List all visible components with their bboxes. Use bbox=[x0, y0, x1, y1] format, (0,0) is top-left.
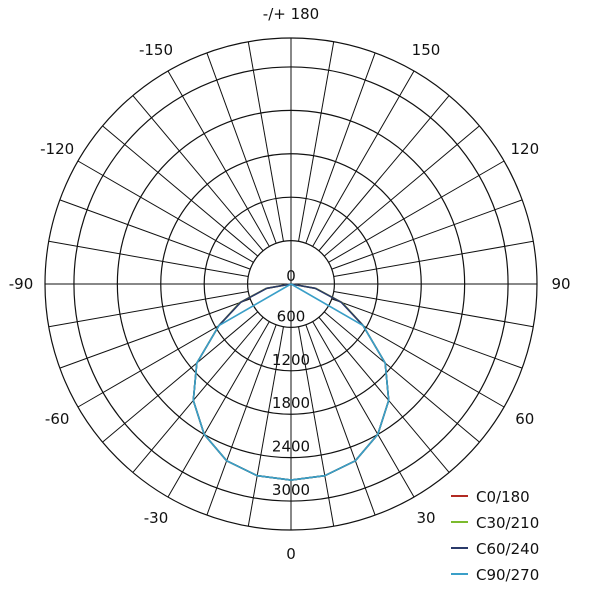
radial-tick-label: 0 bbox=[286, 267, 296, 285]
grid-spoke bbox=[167, 70, 270, 247]
angle-tick-label: -30 bbox=[144, 509, 169, 527]
grid-spoke bbox=[318, 316, 450, 473]
grid-spoke bbox=[305, 52, 376, 244]
grid-ring bbox=[73, 66, 509, 502]
grid-spoke bbox=[206, 52, 277, 244]
grid-spoke bbox=[312, 321, 415, 498]
radial-tick-label: 1200 bbox=[272, 351, 310, 369]
grid-spoke bbox=[167, 321, 270, 498]
grid-spoke bbox=[298, 326, 335, 527]
angle-tick-label: 0 bbox=[286, 545, 296, 563]
grid-spoke bbox=[331, 298, 523, 369]
grid-spoke bbox=[48, 291, 249, 328]
angle-tick-label: 120 bbox=[511, 140, 540, 158]
radial-tick-label: 3000 bbox=[272, 481, 310, 499]
grid-spoke bbox=[323, 125, 480, 257]
angle-tick-label: 60 bbox=[515, 410, 534, 428]
grid-spoke bbox=[48, 240, 249, 277]
angle-tick-label: -90 bbox=[9, 275, 34, 293]
angle-tick-label: 90 bbox=[551, 275, 570, 293]
angle-tick-label: -150 bbox=[139, 41, 173, 59]
grid-spoke bbox=[132, 316, 264, 473]
angle-tick-label: -60 bbox=[45, 410, 70, 428]
legend-label: C90/270 bbox=[476, 566, 539, 584]
grid-ring bbox=[160, 153, 422, 415]
angle-tick-label: 30 bbox=[416, 509, 435, 527]
angle-tick-label: -120 bbox=[40, 140, 74, 158]
legend: C0/180 C30/210 C60/240 C90/270 bbox=[451, 488, 539, 584]
grid-ring bbox=[246, 239, 336, 329]
grid-ring bbox=[203, 196, 379, 372]
angle-tick-label: 150 bbox=[412, 41, 441, 59]
radial-tick-label: 1800 bbox=[272, 394, 310, 412]
grid-spoke bbox=[333, 240, 534, 277]
grid-spoke bbox=[312, 70, 415, 247]
grid-spoke bbox=[59, 199, 251, 270]
grid-spoke bbox=[328, 160, 505, 263]
polar-grid bbox=[44, 37, 538, 531]
radial-tick-label: 600 bbox=[277, 307, 306, 325]
grid-spoke bbox=[247, 326, 284, 527]
series-curve bbox=[192, 283, 390, 481]
grid-spoke bbox=[59, 298, 251, 369]
legend-label: C60/240 bbox=[476, 540, 539, 558]
grid-spoke bbox=[318, 95, 450, 252]
angle-tick-label: -/+ 180 bbox=[263, 5, 319, 23]
grid-spoke bbox=[331, 199, 523, 270]
grid-spoke bbox=[132, 95, 264, 252]
grid-spoke bbox=[323, 311, 480, 443]
legend-label: C30/210 bbox=[476, 514, 539, 532]
grid-spoke bbox=[206, 324, 277, 516]
grid-spoke bbox=[102, 125, 259, 257]
grid-spoke bbox=[298, 41, 335, 242]
intensity-curves bbox=[192, 283, 390, 481]
legend-label: C0/180 bbox=[476, 488, 530, 506]
grid-outer-ring bbox=[44, 37, 538, 531]
grid-spoke bbox=[102, 311, 259, 443]
grid-spoke bbox=[333, 291, 534, 328]
axis-labels: 0 600 1200 1800 2400 3000 0 30 60 90 120 150 -/+ 180… bbox=[9, 5, 571, 563]
grid-spoke bbox=[77, 160, 254, 263]
radial-tick-label: 2400 bbox=[272, 438, 310, 456]
grid-spoke bbox=[247, 41, 284, 242]
grid-spoke bbox=[305, 324, 376, 516]
grid-ring bbox=[116, 109, 466, 459]
